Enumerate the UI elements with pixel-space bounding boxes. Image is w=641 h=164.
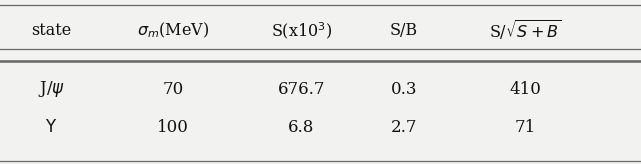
Text: S/B: S/B — [390, 22, 418, 39]
Text: 0.3: 0.3 — [390, 81, 417, 98]
Text: 6.8: 6.8 — [288, 119, 315, 136]
Text: $\sigma_m$(MeV): $\sigma_m$(MeV) — [137, 21, 209, 40]
Text: 70: 70 — [162, 81, 184, 98]
Text: $\Upsilon$: $\Upsilon$ — [46, 119, 57, 136]
Text: state: state — [31, 22, 71, 39]
Text: 100: 100 — [157, 119, 189, 136]
Text: S/$\sqrt{S+B}$: S/$\sqrt{S+B}$ — [489, 18, 562, 42]
Text: 410: 410 — [510, 81, 542, 98]
Text: J/$\psi$: J/$\psi$ — [38, 79, 65, 99]
Text: 2.7: 2.7 — [390, 119, 417, 136]
Text: S(x10$^3$): S(x10$^3$) — [271, 20, 332, 41]
Text: 676.7: 676.7 — [278, 81, 325, 98]
Text: 71: 71 — [515, 119, 537, 136]
